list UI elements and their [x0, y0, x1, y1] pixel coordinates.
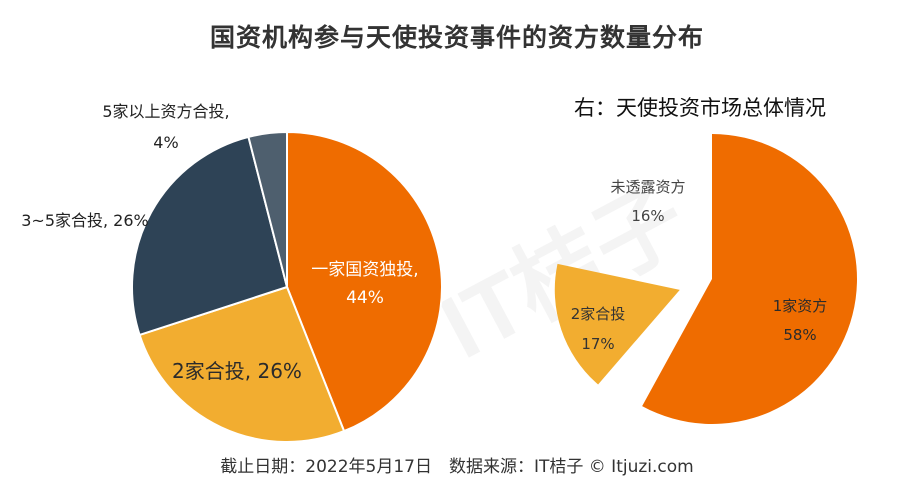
left-pie-slice-3	[247, 130, 288, 288]
left-label-3: 5家以上资方合投,	[102, 102, 229, 121]
right-chart-title: 右：天使投资市场总体情况	[574, 96, 826, 120]
right-label-2-pct: 16%	[631, 207, 664, 225]
right-pie-slice-0	[642, 134, 857, 425]
left-label-0: 一家国资独投,	[311, 260, 418, 280]
footer-source: 截止日期：2022年5月17日 数据来源：IT桔子 © Itjuzi.com	[220, 457, 694, 477]
left-label-0-pct: 44%	[346, 288, 384, 308]
right-label-0-pct: 58%	[783, 326, 816, 344]
chart-title: 国资机构参与天使投资事件的资方数量分布	[209, 23, 704, 52]
right-pie-slice-1	[554, 263, 680, 385]
right-label-0: 1家资方	[773, 297, 828, 315]
right-label-1-pct: 17%	[581, 335, 614, 353]
left-label-1: 2家合投, 26%	[172, 359, 302, 383]
left-label-3-pct: 4%	[153, 133, 178, 152]
right-label-1: 2家合投	[571, 305, 626, 323]
left-label-2: 3~5家合投, 26%	[21, 211, 149, 230]
left-pie-slice-2	[131, 135, 289, 337]
right-label-2: 未透露资方	[610, 178, 685, 196]
left-pie-slice-1	[138, 285, 346, 443]
left-pie-slice-0	[286, 130, 443, 433]
